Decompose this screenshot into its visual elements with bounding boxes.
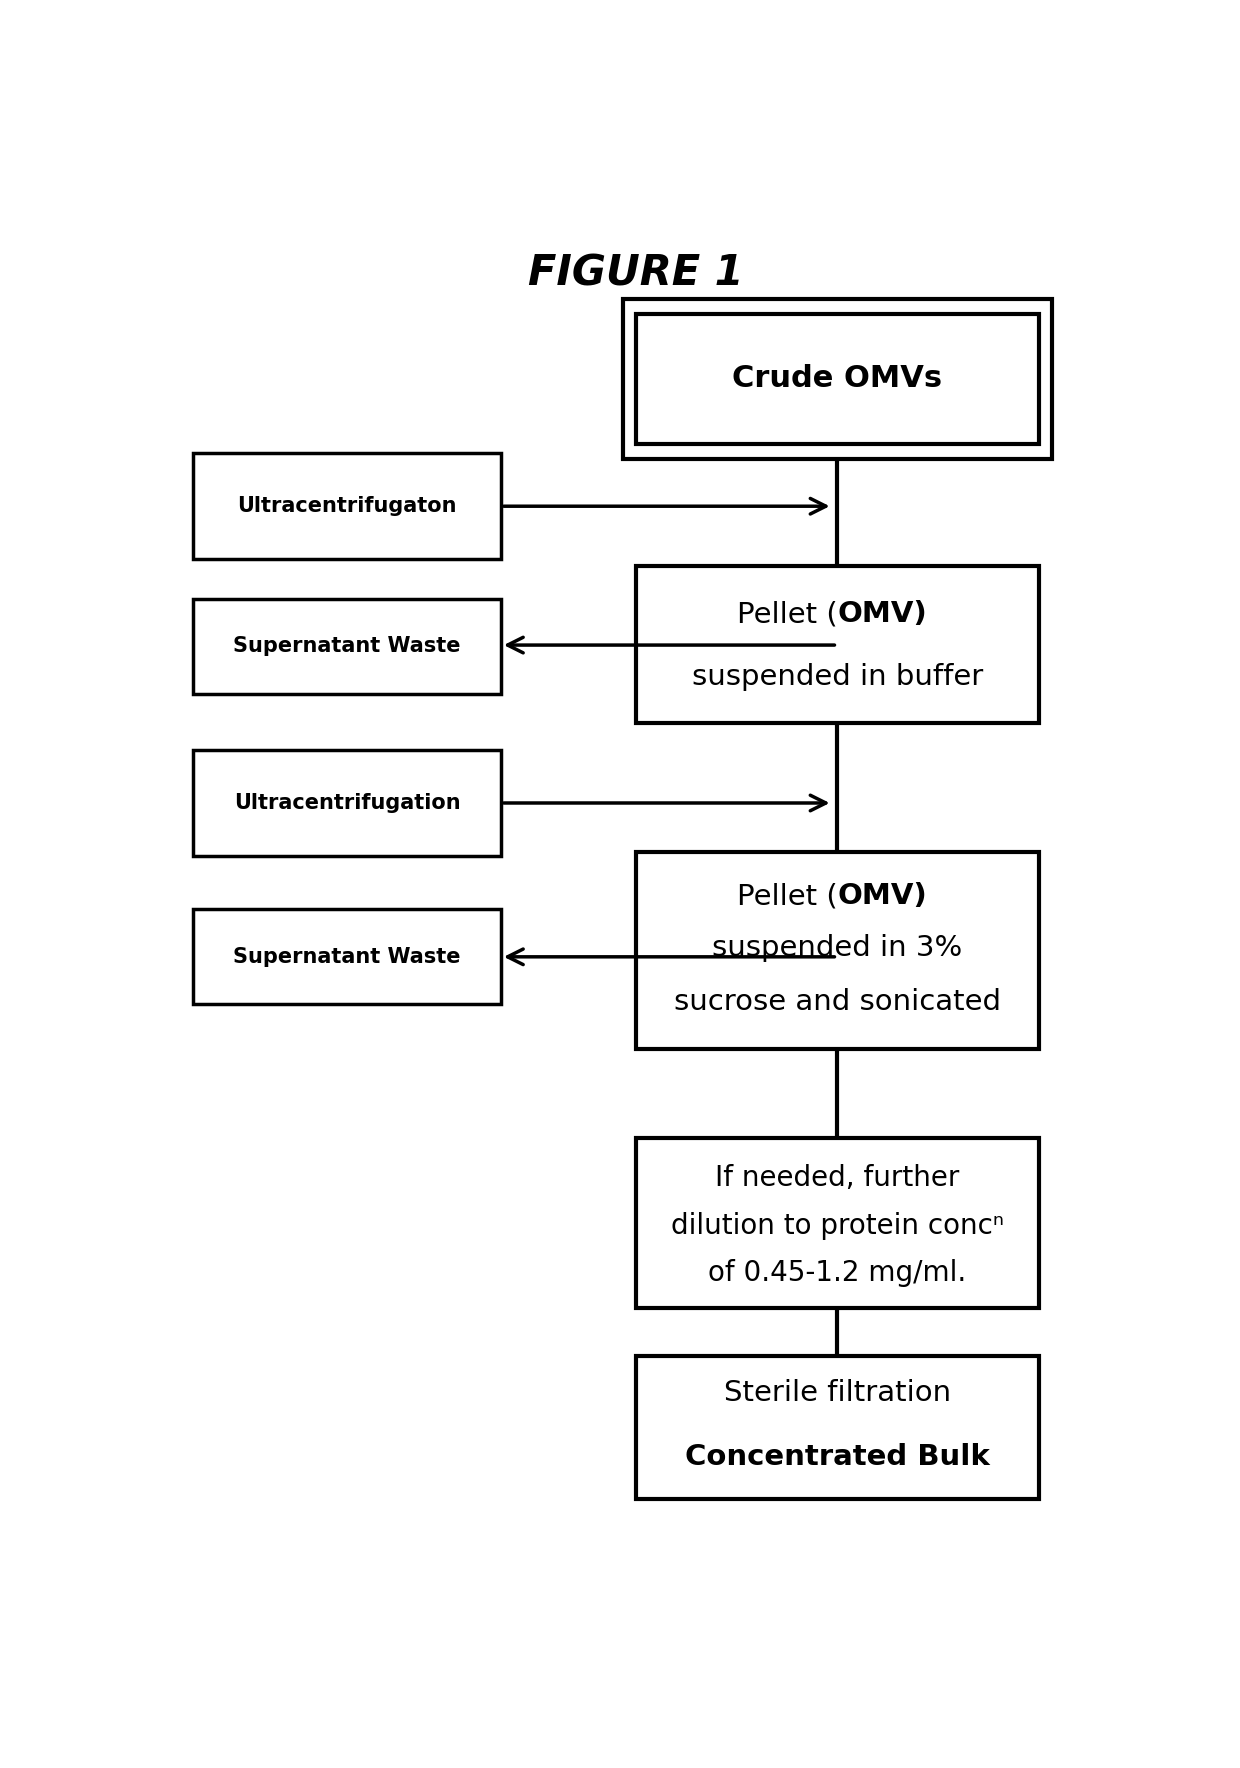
Text: Pellet (: Pellet ( — [737, 882, 837, 911]
Text: OMV): OMV) — [837, 601, 928, 628]
Text: Sterile filtration: Sterile filtration — [724, 1379, 951, 1407]
Text: Supernatant Waste: Supernatant Waste — [233, 636, 461, 656]
Text: suspended in 3%: suspended in 3% — [712, 934, 962, 962]
Bar — [193, 750, 501, 856]
Text: Concentrated Bulk: Concentrated Bulk — [684, 1443, 990, 1471]
Bar — [193, 599, 501, 695]
Text: OMV): OMV) — [837, 882, 928, 911]
Text: of 0.45-1.2 mg/ml.: of 0.45-1.2 mg/ml. — [708, 1259, 966, 1287]
Bar — [193, 909, 501, 1004]
Bar — [635, 852, 1039, 1050]
Bar — [635, 1139, 1039, 1308]
Text: sucrose and sonicated: sucrose and sonicated — [673, 988, 1001, 1017]
Bar — [635, 1356, 1039, 1499]
Bar — [193, 453, 501, 559]
Text: If needed, further: If needed, further — [715, 1163, 960, 1192]
Text: Crude OMVs: Crude OMVs — [733, 364, 942, 394]
Text: Ultracentrifugation: Ultracentrifugation — [234, 794, 460, 813]
Text: Supernatant Waste: Supernatant Waste — [233, 948, 461, 967]
Bar — [635, 315, 1039, 444]
Text: FIGURE 1: FIGURE 1 — [528, 253, 743, 295]
Text: suspended in buffer: suspended in buffer — [692, 663, 983, 691]
Bar — [622, 299, 1052, 458]
Text: dilution to protein concⁿ: dilution to protein concⁿ — [671, 1211, 1004, 1239]
Bar — [635, 566, 1039, 723]
Text: Pellet (: Pellet ( — [737, 601, 837, 628]
Text: Ultracentrifugaton: Ultracentrifugaton — [237, 497, 458, 516]
